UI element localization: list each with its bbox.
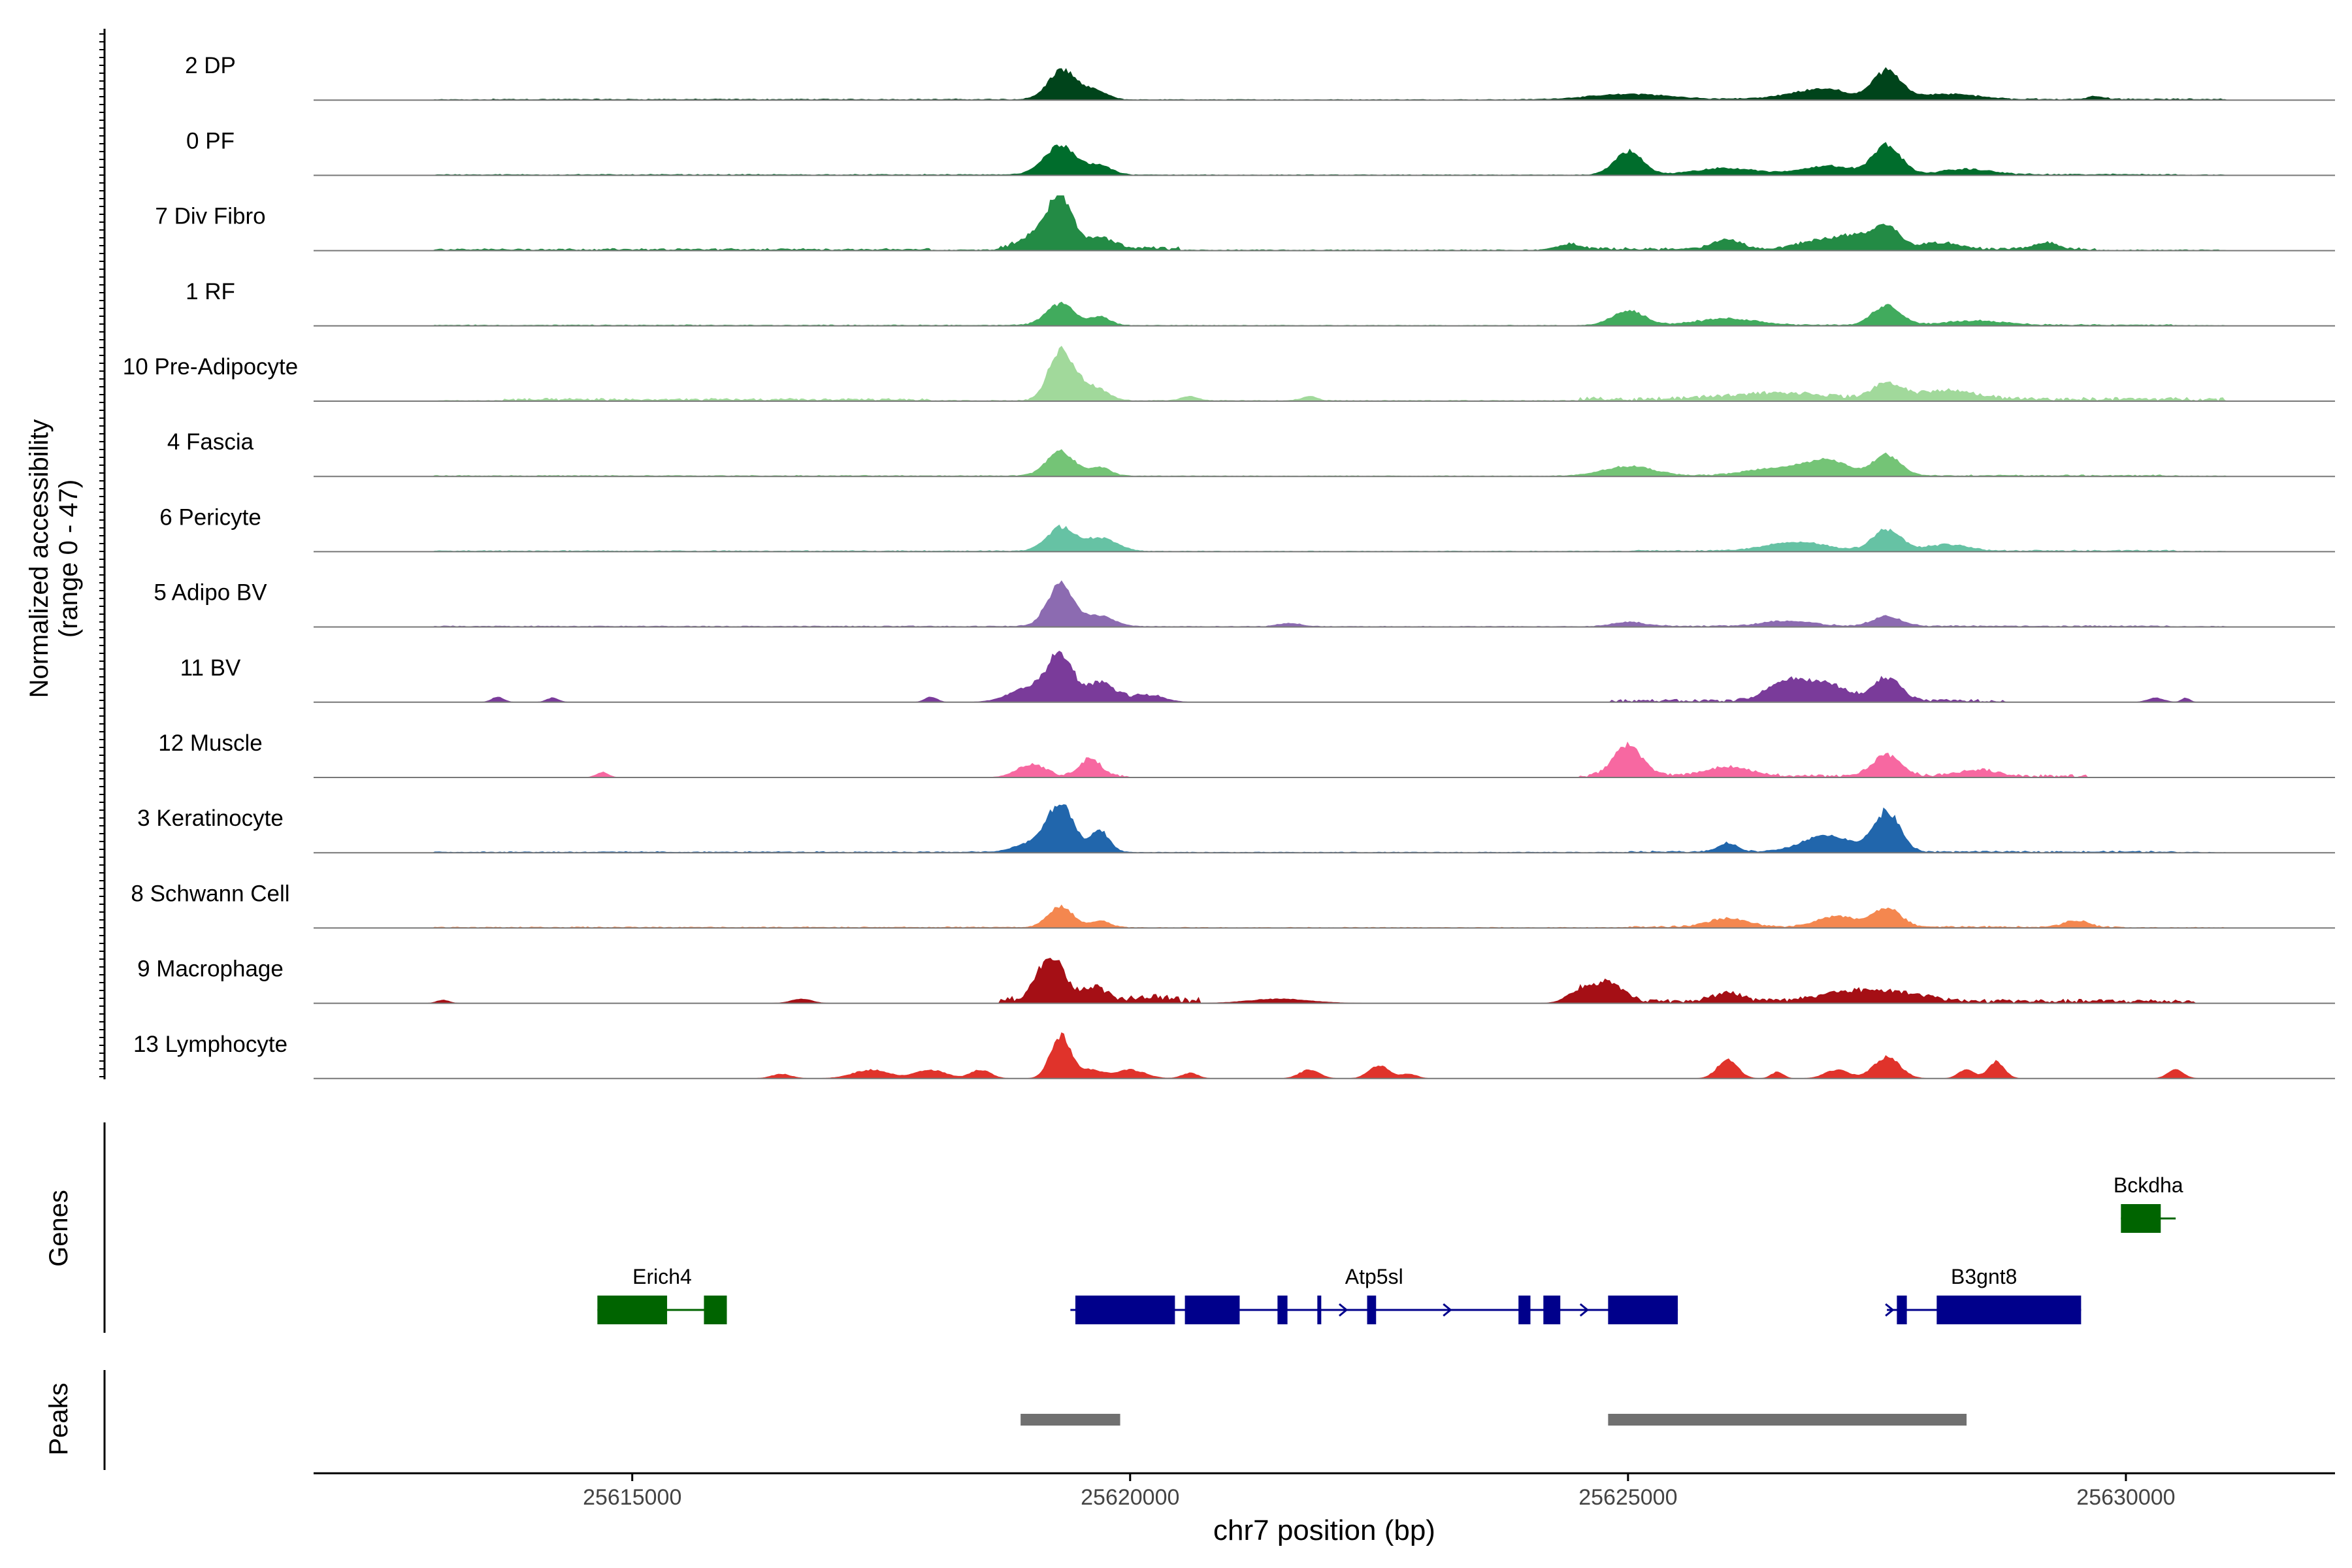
gene-exon [1184, 1296, 1240, 1324]
track-label: 12 Muscle [158, 730, 263, 756]
track-label: 7 Div Fibro [155, 204, 265, 229]
y-axis-title-line-1: Normalized accessibility [25, 419, 54, 698]
peak-region [1608, 1414, 1967, 1426]
track-coverage-area [314, 742, 2335, 778]
track-1: 2 DP [185, 53, 2335, 101]
x-tick-label: 25630000 [2076, 1485, 2175, 1510]
track-14: 13 Lymphocyte [133, 1032, 2335, 1079]
track-2: 0 PF [186, 128, 2335, 176]
track-coverage-area [314, 650, 2335, 703]
coverage-tracks: 2 DP 0 PF 7 Div Fibro 1 RF 10 Pre-Adipocyte 4… [123, 53, 2335, 1079]
track-label: 6 Pericyte [159, 504, 261, 530]
genes-panel-label: Genes [44, 1190, 73, 1267]
strand-arrow [1443, 1303, 1452, 1317]
track-label: 10 Pre-Adipocyte [123, 354, 298, 380]
track-12: 8 Schwann Cell [131, 881, 2335, 929]
gene-label: Atp5sl [1345, 1265, 1403, 1288]
track-coverage-area [314, 958, 2335, 1004]
gene-exon [1317, 1296, 1322, 1324]
track-9: 11 BV [180, 650, 2335, 703]
track-6: 4 Fascia [167, 429, 2335, 478]
gene-atp5sl: Atp5sl [1070, 1265, 1678, 1324]
track-label: 11 BV [180, 655, 241, 681]
track-coverage-area [314, 346, 2335, 402]
gene-b3gnt8: B3gnt8 [1885, 1265, 2082, 1324]
gene-exon [1075, 1296, 1175, 1324]
gene-label: Bckdha [2114, 1173, 2183, 1197]
gene-bckdha: Bckdha [2114, 1173, 2183, 1233]
track-label: 3 Keratinocyte [137, 806, 284, 831]
track-8: 5 Adipo BV [154, 580, 2335, 628]
y-axis-title: Normalized accessibility (range 0 - 47) [25, 419, 83, 698]
x-tick-label: 25620000 [1081, 1485, 1179, 1510]
track-coverage-area [314, 580, 2335, 628]
track-coverage-area [314, 301, 2335, 327]
track-7: 6 Pericyte [159, 504, 2335, 553]
gene-exon [1518, 1296, 1531, 1324]
gene-exon [2121, 1204, 2161, 1233]
strand-arrow [1579, 1303, 1590, 1317]
track-label: 4 Fascia [167, 429, 254, 455]
y-axis-title-line-2: (range 0 - 47) [54, 480, 83, 638]
track-coverage-area [314, 804, 2335, 853]
peaks-panel-label: Peaks [44, 1382, 73, 1455]
strand-arrow [1885, 1303, 1895, 1317]
track-coverage-area [314, 67, 2335, 101]
track-coverage-area [314, 142, 2335, 176]
peaks-panel: Peaks [44, 1370, 1967, 1470]
track-coverage-area [314, 904, 2335, 928]
gene-exon [704, 1296, 727, 1324]
track-label: 5 Adipo BV [154, 580, 267, 606]
x-tick-label: 25625000 [1578, 1485, 1677, 1510]
gene-exon [1367, 1296, 1377, 1324]
gene-label: Erich4 [632, 1265, 692, 1288]
strand-arrow [1339, 1303, 1348, 1317]
track-label: 9 Macrophage [137, 956, 284, 982]
track-label: 0 PF [186, 128, 235, 154]
track-3: 7 Div Fibro [155, 195, 2335, 252]
gene-exon [1277, 1296, 1288, 1324]
track-4: 1 RF [186, 279, 2335, 327]
gene-erich4: Erich4 [597, 1265, 727, 1324]
peak-region [1021, 1414, 1120, 1426]
track-coverage-area [314, 524, 2335, 552]
x-axis: 25615000 25620000 25625000 25630000 chr7 po… [314, 1472, 2335, 1546]
track-13: 9 Macrophage [137, 956, 2335, 1004]
gene-label: B3gnt8 [1951, 1265, 2017, 1288]
track-5: 10 Pre-Adipocyte [123, 346, 2335, 402]
gene-exon [1543, 1296, 1561, 1324]
track-10: 12 Muscle [158, 730, 2335, 778]
track-coverage-area [314, 1032, 2335, 1079]
gene-exon [1897, 1296, 1907, 1324]
genes-panel: Genes Bckdha Erich4 Atp5sl B3gnt8 [44, 1122, 2183, 1333]
gene-exon [597, 1296, 668, 1324]
track-label: 1 RF [186, 279, 235, 304]
x-tick-label: 25615000 [583, 1485, 681, 1510]
track-coverage-area [314, 449, 2335, 477]
track-11: 3 Keratinocyte [137, 804, 2335, 854]
gene-exon [1608, 1296, 1678, 1324]
gene-exon [1936, 1296, 2082, 1324]
x-axis-title: chr7 position (bp) [1213, 1514, 1435, 1546]
track-axis [99, 29, 106, 1079]
track-label: 2 DP [185, 53, 236, 78]
track-label: 13 Lymphocyte [133, 1032, 287, 1057]
track-label: 8 Schwann Cell [131, 881, 289, 906]
track-coverage-area [314, 195, 2335, 252]
